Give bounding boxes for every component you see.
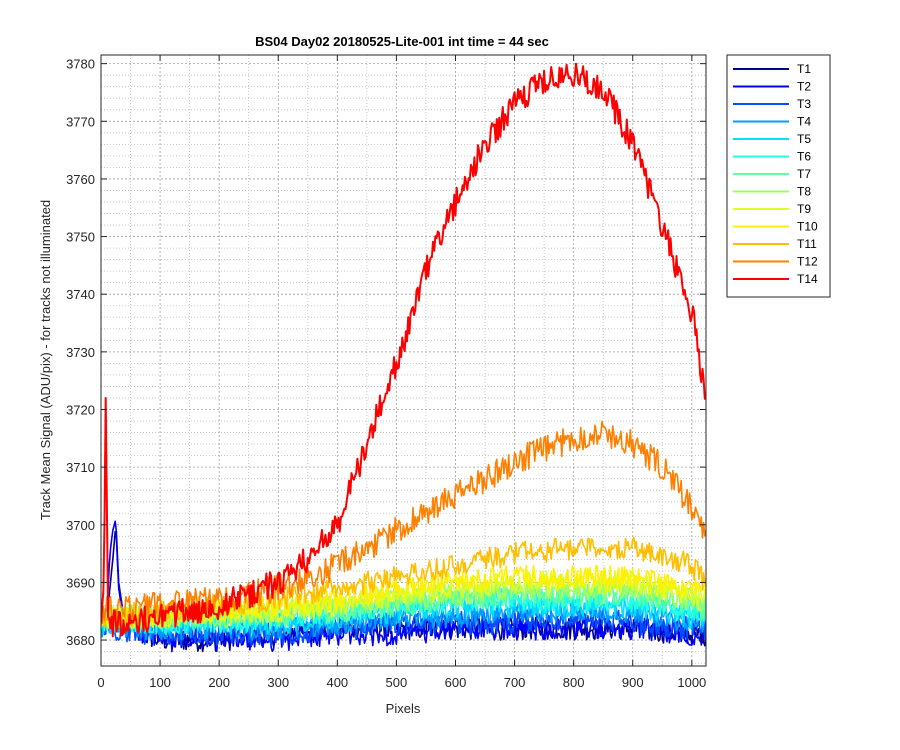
legend-label-T7: T7 <box>797 167 811 181</box>
plot-background <box>101 55 706 666</box>
legend-label-T9: T9 <box>797 202 811 216</box>
x-tick-label: 1000 <box>677 675 706 690</box>
legend-label-T3: T3 <box>797 97 811 111</box>
x-tick-label: 700 <box>504 675 526 690</box>
x-tick-label: 800 <box>563 675 585 690</box>
x-tick-label: 300 <box>267 675 289 690</box>
plot-frame <box>100 54 707 667</box>
y-axis-label: Track Mean Signal (ADU/pix) - for tracks… <box>38 200 53 520</box>
x-axis-ticks: 0 100 200 300 400 500 600 700 800 900 1000 <box>97 55 706 690</box>
legend-box <box>726 54 831 298</box>
chart-title: BS04 Day02 20180525-Lite-001 int time = … <box>255 34 549 49</box>
x-tick-label: 500 <box>386 675 408 690</box>
x-axis-label: Pixels <box>386 701 421 716</box>
legend-label-T12: T12 <box>797 255 818 269</box>
series-line-T3 <box>101 605 706 647</box>
x-tick-label: 400 <box>326 675 348 690</box>
x-tick-label: 200 <box>208 675 230 690</box>
legend-label-T6: T6 <box>797 150 811 164</box>
legend-label-T8: T8 <box>797 185 811 199</box>
y-tick-label: 3750 <box>66 230 95 245</box>
x-tick-label: 900 <box>622 675 644 690</box>
y-tick-label: 3780 <box>66 57 95 72</box>
series-layer <box>101 62 706 653</box>
series-line-T14 <box>101 62 706 638</box>
y-tick-label: 3760 <box>66 172 95 187</box>
y-tick-label: 3740 <box>66 287 95 302</box>
legend: T1 T2 T3 T4 T5 T6 T7 T8 T9 T10 T11 T12 T14 <box>726 54 831 298</box>
y-tick-label: 3730 <box>66 345 95 360</box>
legend-label-T2: T2 <box>797 80 811 94</box>
legend-label-T5: T5 <box>797 132 811 146</box>
plot-area: 0 100 200 300 400 500 600 700 800 900 1000 3680 369… <box>66 54 707 690</box>
y-tick-label: 3770 <box>66 114 95 129</box>
y-tick-label: 3680 <box>66 633 95 648</box>
y-tick-label: 3690 <box>66 575 95 590</box>
y-tick-label: 3720 <box>66 402 95 417</box>
y-tick-label: 3700 <box>66 518 95 533</box>
y-tick-label: 3710 <box>66 460 95 475</box>
legend-label-T4: T4 <box>797 115 811 129</box>
x-tick-label: 600 <box>445 675 467 690</box>
legend-label-T10: T10 <box>797 220 818 234</box>
x-tick-label: 100 <box>149 675 171 690</box>
legend-label-T1: T1 <box>797 62 811 76</box>
series-line-T12 <box>101 420 706 625</box>
y-axis-ticks: 3680 3690 3700 3710 3720 3730 3740 3750 3760 3770… <box>66 57 706 648</box>
x-tick-label: 0 <box>97 675 104 690</box>
legend-label-T11: T11 <box>797 237 817 251</box>
legend-label-T14: T14 <box>797 272 818 286</box>
